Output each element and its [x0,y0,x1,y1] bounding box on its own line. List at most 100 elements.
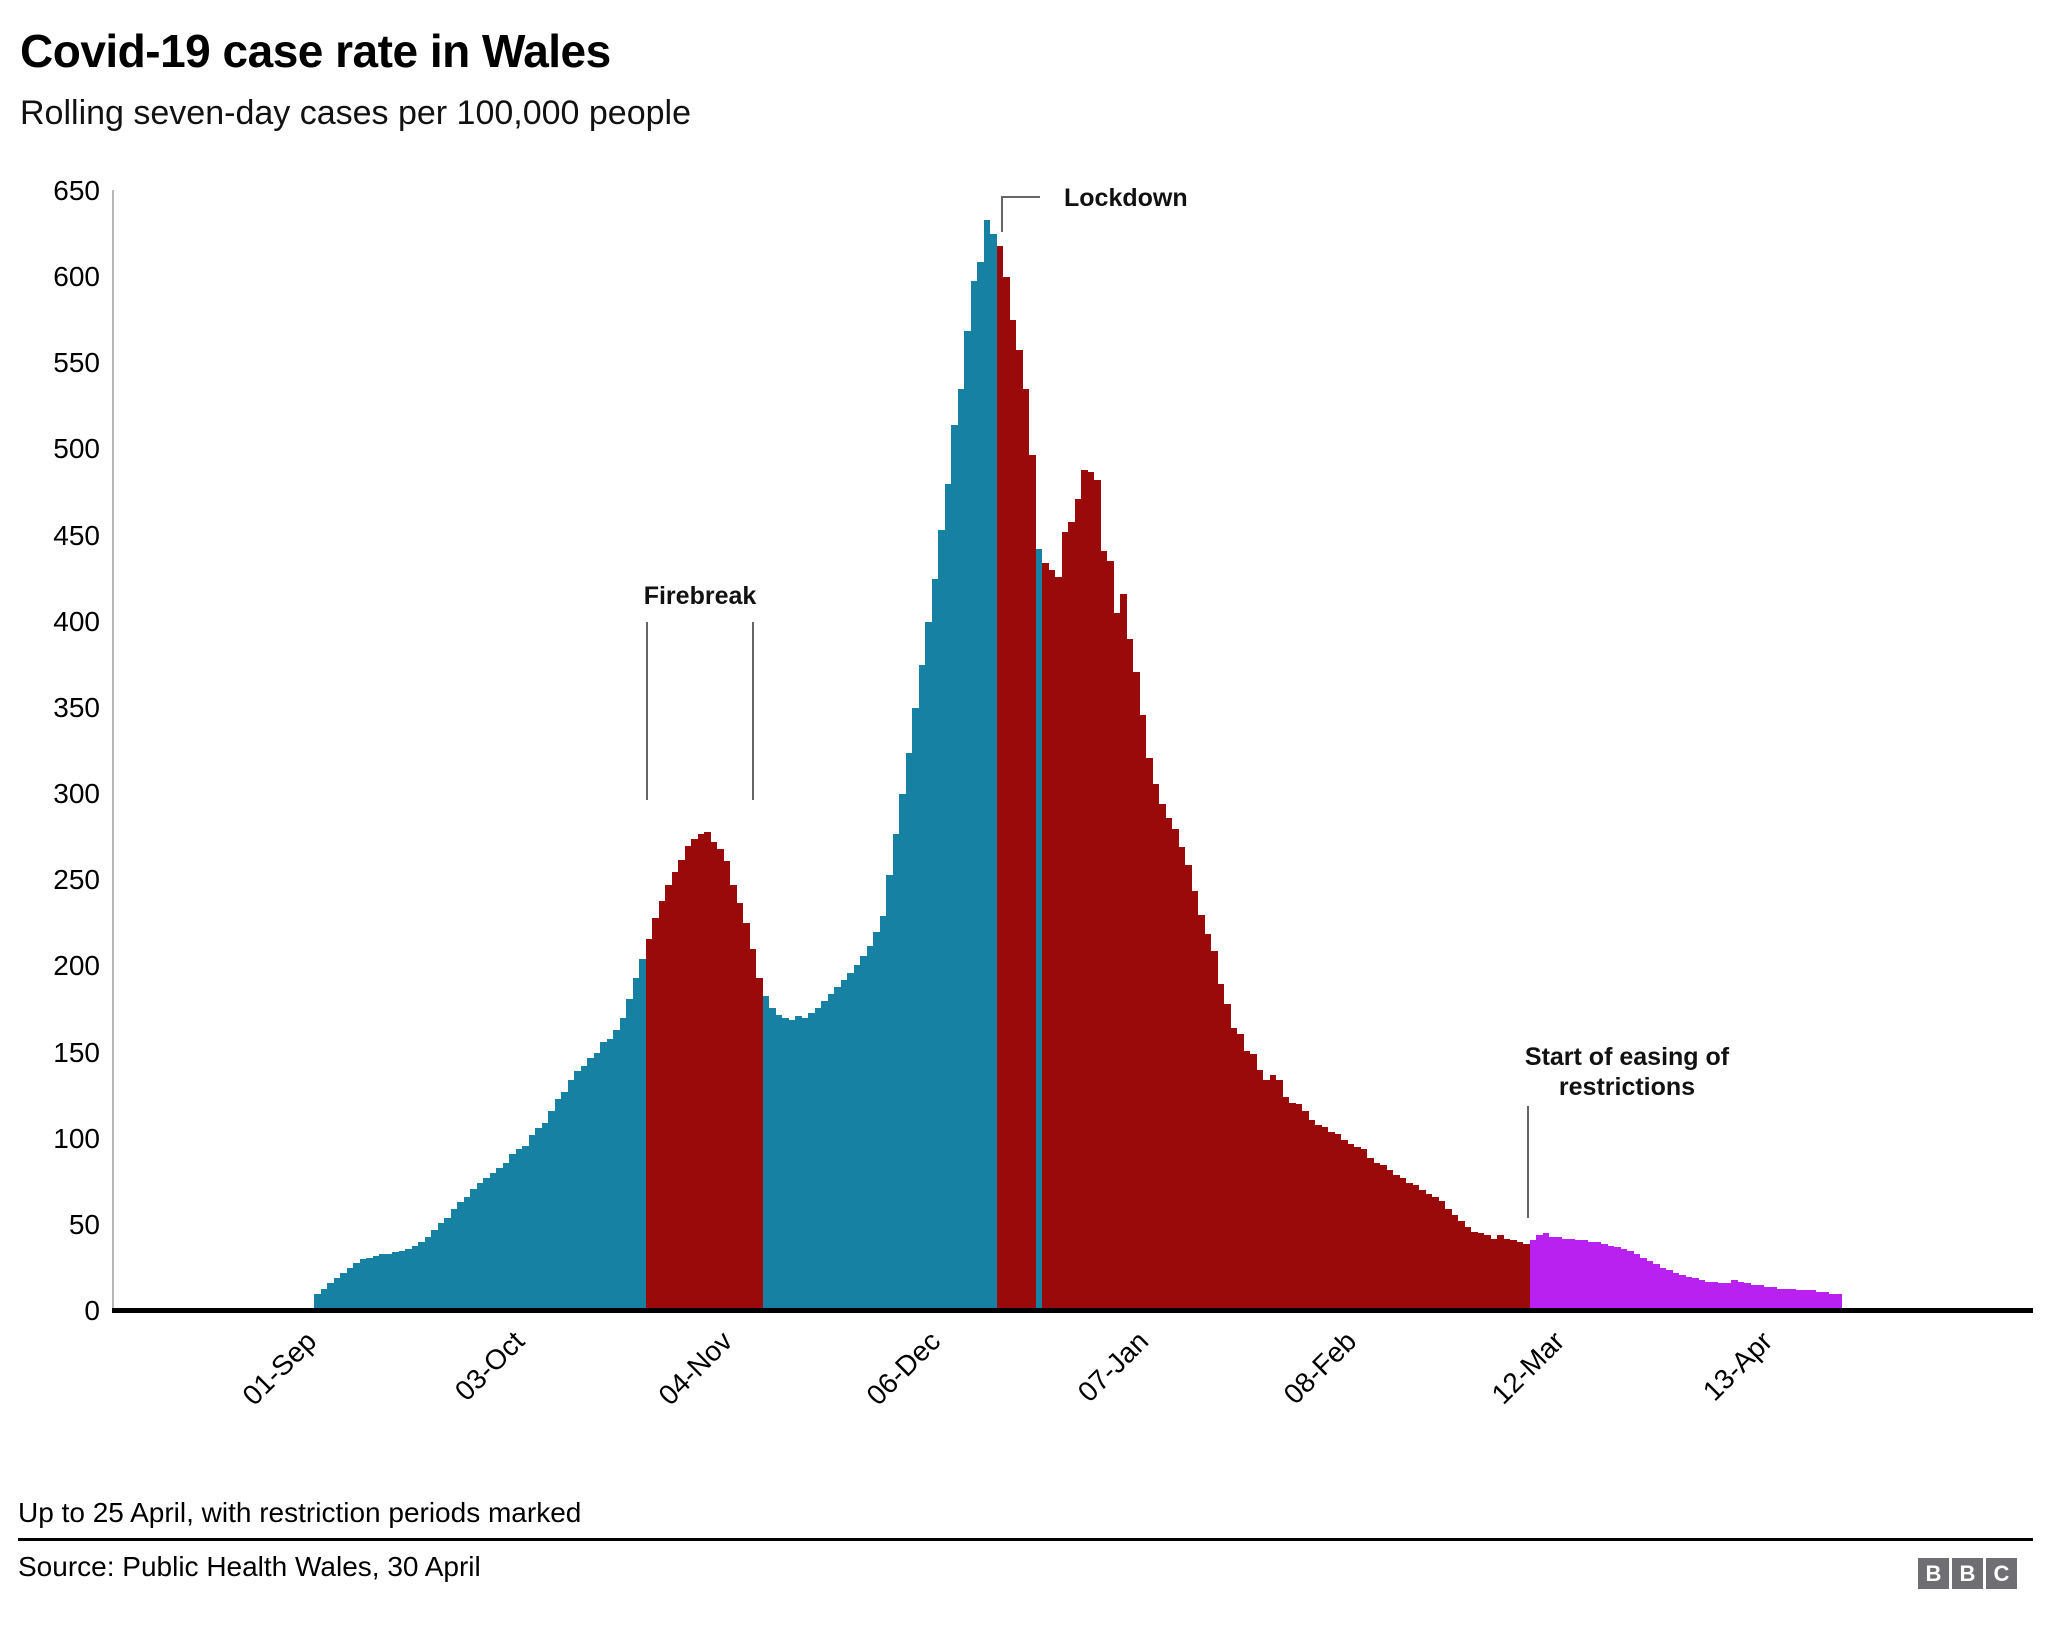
daily-case-rate-bar [568,1080,574,1311]
y-tick-label: 650 [53,175,100,206]
x-tick-label: 08-Feb [1277,1325,1363,1410]
daily-case-rate-bar [1790,1289,1796,1311]
daily-case-rate-bar [1270,1075,1276,1311]
daily-case-rate-bar [548,1111,555,1311]
daily-case-rate-bar [828,994,834,1311]
daily-case-rate-bar [958,389,964,1311]
daily-case-rate-bar [990,234,997,1311]
daily-case-rate-bar [1003,277,1010,1311]
daily-case-rate-bar [1803,1290,1809,1311]
daily-case-rate-bar [1419,1190,1426,1311]
daily-case-rate-bar [542,1123,548,1311]
daily-case-rate-bar [1523,1244,1530,1311]
daily-case-rate-bar [477,1183,483,1311]
daily-case-rate-bar [574,1071,581,1311]
y-tick-label: 250 [53,864,100,895]
daily-case-rate-bar [1679,1275,1686,1311]
daily-case-rate-bar [1283,1097,1289,1311]
daily-case-rate-bar [880,916,886,1311]
daily-case-rate-bar [1575,1240,1582,1311]
daily-case-rate-bar [379,1254,386,1311]
daily-case-rate-bar [1536,1235,1543,1311]
daily-case-rate-bar [581,1066,587,1311]
daily-case-rate-bar [1055,577,1062,1311]
daily-case-rate-bar [1751,1285,1757,1311]
y-tick-label: 550 [53,347,100,378]
y-tick-label: 300 [53,778,100,809]
daily-case-rate-bar [886,875,893,1311]
daily-case-rate-bar [1692,1278,1699,1311]
daily-case-rate-bar [1049,570,1055,1311]
daily-case-rate-bar [854,965,860,1311]
daily-case-rate-bar [1068,522,1075,1311]
daily-case-rate-bar [639,959,646,1311]
source-attribution: Source: Public Health Wales, 30 April [18,1551,481,1582]
daily-case-rate-bar [438,1223,444,1311]
daily-case-rate-bar [1725,1283,1731,1311]
x-axis-line [112,1308,2033,1313]
daily-case-rate-bar [977,262,984,1311]
daily-case-rate-bar [1510,1240,1517,1311]
daily-case-rate-bar [1153,784,1159,1311]
daily-case-rate-bar [1686,1277,1692,1311]
daily-case-rate-bar [1094,480,1101,1311]
daily-case-rate-bar [769,1008,776,1311]
easing-marker-line [1527,1106,1529,1218]
x-tick-label: 04-Nov [652,1325,739,1412]
daily-case-rate-bar [717,849,724,1311]
daily-case-rate-bar [1387,1170,1393,1311]
daily-case-rate-bar [795,1016,802,1311]
daily-case-rate-bar [893,834,899,1311]
daily-case-rate-bar [1491,1239,1497,1311]
lockdown-callout-line-horizontal [1001,196,1040,198]
x-tick-label: 13-Apr [1696,1325,1779,1407]
daily-case-rate-bar [951,425,958,1311]
daily-case-rate-bar [373,1256,379,1311]
daily-case-rate-bar [1374,1163,1380,1311]
daily-case-rate-bar [1250,1054,1257,1311]
daily-case-rate-bar [971,281,977,1311]
daily-case-rate-bar [1088,472,1094,1311]
chart-title: Covid-19 case rate in Wales [20,25,611,77]
daily-case-rate-bar [984,220,990,1311]
daily-case-rate-bar [334,1278,340,1311]
daily-case-rate-bar [652,918,659,1311]
daily-case-rate-bar [711,842,717,1311]
daily-case-rate-bar [1244,1051,1250,1311]
daily-case-rate-bar [724,861,730,1311]
daily-case-rate-bar [834,987,841,1311]
daily-case-rate-bar [340,1273,347,1311]
daily-case-rate-bar [1439,1201,1445,1311]
daily-case-rate-bar [1237,1034,1244,1311]
daily-case-rate-bar [1699,1280,1705,1311]
y-tick-label: 0 [84,1295,100,1326]
bbc-logo-block-b2: B [1952,1558,1983,1589]
daily-case-rate-bar [626,999,633,1311]
daily-case-rate-bar [535,1128,542,1311]
daily-case-rate-bar [1341,1140,1348,1311]
daily-case-rate-bar [1413,1185,1419,1311]
daily-case-rate-bar [1627,1251,1634,1311]
daily-case-rate-bar [490,1173,496,1311]
daily-case-rate-bar [561,1092,568,1311]
daily-case-rate-bar [919,665,925,1311]
x-tick-label: 07-Jan [1071,1325,1155,1408]
daily-case-rate-bar [360,1259,366,1311]
daily-case-rate-bar [1133,672,1140,1311]
daily-case-rate-bar [1211,951,1218,1311]
daily-case-rate-bar [633,978,639,1311]
daily-case-rate-bar [698,834,704,1311]
daily-case-rate-bar [964,331,971,1311]
daily-case-rate-bar [665,885,672,1311]
daily-case-rate-bar [1562,1239,1569,1311]
daily-case-rate-bar [750,949,756,1311]
daily-case-rate-bar [1744,1283,1751,1311]
daily-case-rate-bar [1127,639,1133,1311]
daily-case-rate-bar [1471,1232,1478,1311]
daily-case-rate-bar [1289,1103,1296,1311]
daily-case-rate-bar [347,1268,353,1311]
daily-case-rate-bar [1621,1249,1627,1311]
easing-annotation-line2: restrictions [1558,1073,1696,1101]
daily-case-rate-bar [1738,1282,1744,1311]
daily-case-rate-bar [444,1218,451,1311]
